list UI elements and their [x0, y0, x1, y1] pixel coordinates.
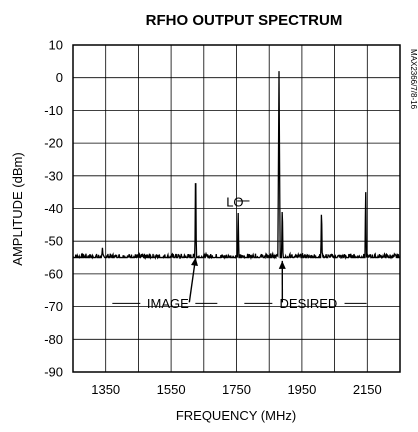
spectrum-trace	[72, 71, 401, 261]
annotation-label: IMAGE	[147, 296, 189, 311]
x-tick-label: 1550	[157, 382, 186, 397]
x-tick-label: 1950	[287, 382, 316, 397]
y-axis-label: AMPLITUDE (dBm)	[10, 152, 25, 265]
x-tick-label: 2150	[353, 382, 382, 397]
x-tick-labels: 1350 1550 1750 1950 2150	[91, 382, 382, 397]
y-tick-labels: 10 0 -10 -20 -30 -40 -50 -60 -70 -80 -90	[44, 38, 63, 380]
x-tick-label: 1750	[222, 382, 251, 397]
annotation-arrowhead	[278, 260, 286, 269]
chart-title: RFHO OUTPUT SPECTRUM	[146, 12, 343, 29]
annotation-label: LO	[226, 194, 243, 209]
y-tick-label: -30	[44, 168, 63, 183]
y-tick-label: -10	[44, 103, 63, 118]
y-tick-label: -40	[44, 201, 63, 216]
y-tick-label: -50	[44, 234, 63, 249]
y-tick-label: -80	[44, 332, 63, 347]
x-tick-label: 1350	[91, 382, 120, 397]
annotation-arrowhead	[191, 257, 198, 266]
y-tick-label: -90	[44, 365, 63, 380]
annotations: LO IMAGE DESIRED	[112, 194, 367, 311]
side-label: MAX2366/7/8-16	[409, 49, 418, 110]
annotation-label: DESIRED	[280, 296, 338, 311]
y-tick-label: -20	[44, 136, 63, 151]
y-tick-label: 0	[56, 70, 63, 85]
y-tick-label: -70	[44, 299, 63, 314]
plot-frame	[72, 44, 401, 373]
y-tick-label: -60	[44, 266, 63, 281]
y-tick-label: 10	[49, 38, 63, 53]
x-axis-label: FREQUENCY (MHz)	[176, 408, 296, 423]
